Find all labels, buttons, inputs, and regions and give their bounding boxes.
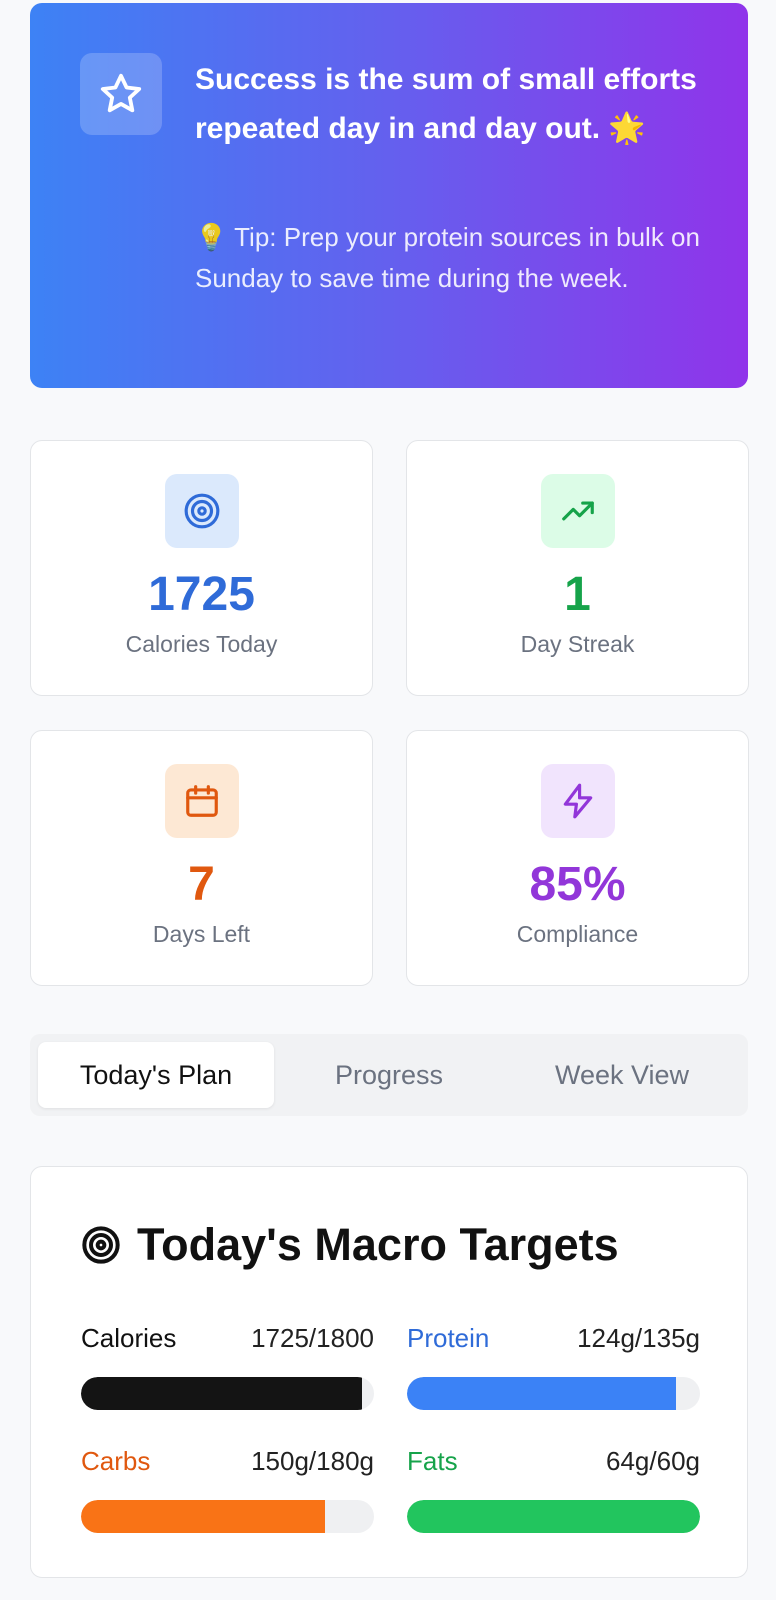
stat-label: Compliance <box>516 921 639 947</box>
zap-icon <box>540 764 615 838</box>
stat-value: 85% <box>529 858 626 911</box>
macro-value: 1725/1800 <box>251 1323 374 1353</box>
macro-targets-card: Today's Macro Targets Calories 1725/1800… <box>30 1166 748 1578</box>
progress-fill <box>81 1500 326 1533</box>
progress-bar <box>407 1500 700 1533</box>
stat-value: 1725 <box>148 568 255 621</box>
stat-card-compliance: 85% Compliance <box>406 730 749 986</box>
progress-bar <box>407 1377 700 1410</box>
star-icon-box <box>80 53 162 135</box>
tab-week-view[interactable]: Week View <box>554 1059 690 1090</box>
stat-label: Days Left <box>152 921 251 947</box>
macro-name: Carbs <box>81 1446 151 1476</box>
stat-card-calories: 1725 Calories Today <box>30 440 373 696</box>
motivation-banner: Success is the sum of small efforts repe… <box>30 3 748 388</box>
macro-protein: Protein 124g/135g <box>407 1321 700 1410</box>
macro-name: Calories <box>81 1323 177 1353</box>
progress-fill <box>407 1377 677 1410</box>
motivation-tip: 💡 Tip: Prep your protein sources in bulk… <box>195 222 700 293</box>
macro-targets-title: Today's Macro Targets <box>81 1217 619 1273</box>
macro-name: Fats <box>407 1446 458 1476</box>
target-icon <box>82 1226 120 1264</box>
macro-fats: Fats 64g/60g <box>407 1444 700 1533</box>
stat-card-streak: 1 Day Streak <box>406 440 749 696</box>
target-icon <box>164 474 239 548</box>
macro-name: Protein <box>407 1323 490 1353</box>
progress-bar <box>81 1500 374 1533</box>
macro-value: 124g/135g <box>577 1323 700 1353</box>
macro-value: 150g/180g <box>251 1446 374 1476</box>
stat-card-days-left: 7 Days Left <box>30 730 373 986</box>
progress-fill <box>81 1377 362 1410</box>
progress-fill <box>407 1500 700 1533</box>
tab-progress[interactable]: Progress <box>334 1059 444 1090</box>
stat-label: Calories Today <box>125 631 278 657</box>
stat-value: 7 <box>188 858 215 911</box>
macro-value: 64g/60g <box>606 1446 700 1476</box>
progress-bar <box>81 1377 374 1410</box>
stat-label: Day Streak <box>520 631 635 657</box>
view-tabs: Today's Plan Progress Week View <box>30 1034 748 1116</box>
tab-todays-plan[interactable]: Today's Plan <box>38 1042 274 1108</box>
calendar-icon <box>164 764 239 838</box>
star-icon <box>100 73 142 113</box>
macro-title-text: Today's Macro Targets <box>137 1219 619 1270</box>
macro-carbs: Carbs 150g/180g <box>81 1444 374 1533</box>
stat-value: 1 <box>564 568 591 621</box>
trending-up-icon <box>540 474 615 548</box>
motivation-quote: Success is the sum of small efforts repe… <box>195 63 697 145</box>
macro-calories: Calories 1725/1800 <box>81 1321 374 1410</box>
